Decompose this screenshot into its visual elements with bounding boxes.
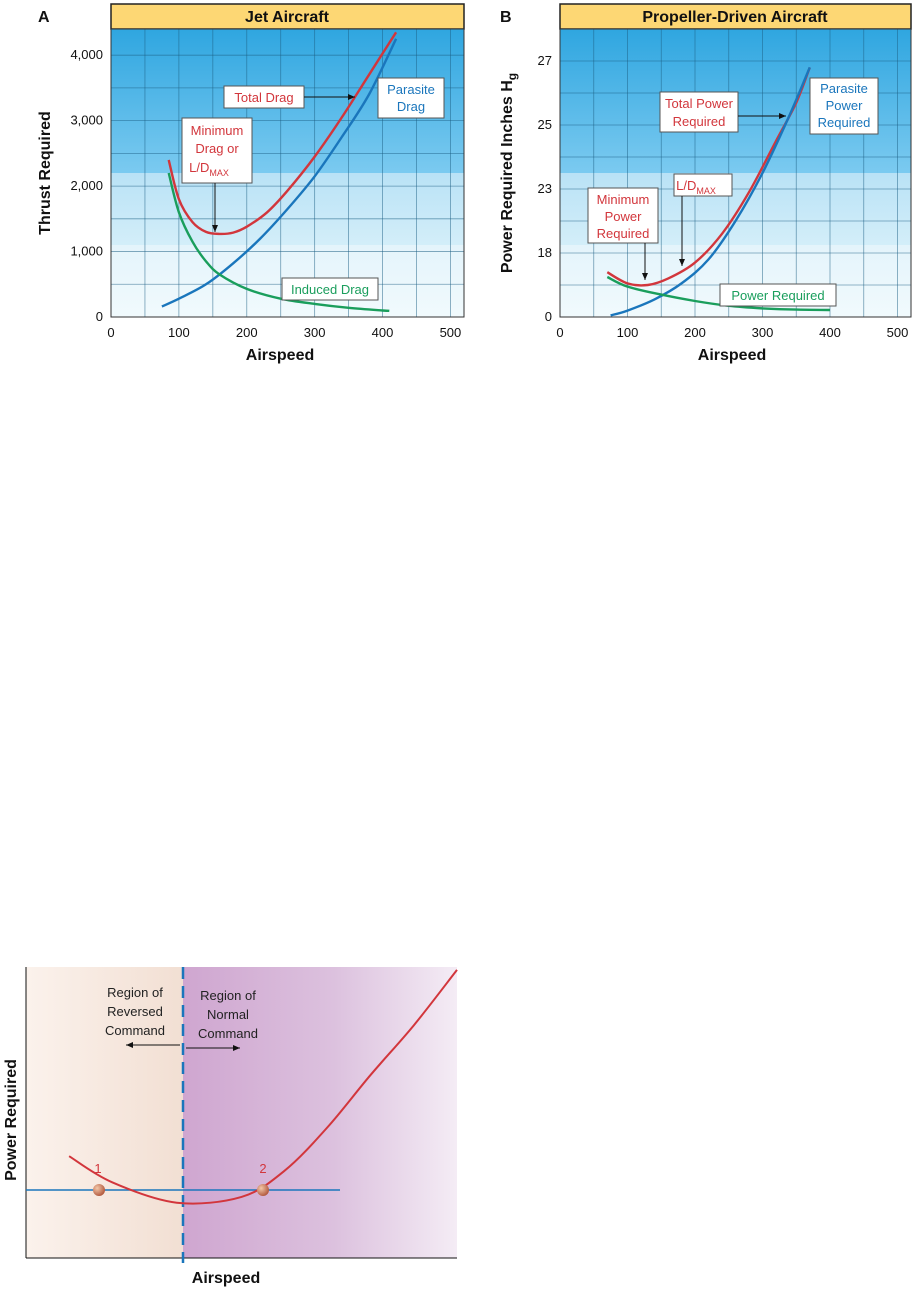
x-tick-label: 0 (556, 325, 563, 340)
y-tick-label: 1,000 (70, 244, 103, 259)
y-tick-label: 27 (538, 53, 552, 68)
svg-text:Power: Power (605, 209, 643, 224)
panel-b-series (606, 66, 831, 317)
panel-a-frame (110, 28, 465, 318)
y-tick-label: 25 (538, 117, 552, 132)
svg-text:Command: Command (198, 1026, 258, 1041)
x-tick-label: 200 (684, 325, 706, 340)
annotation-total-power-required: Total Power Required (659, 91, 786, 133)
y-tick-label: 0 (545, 309, 552, 324)
normal-command-region (183, 967, 457, 1258)
panel-c-x-axis-title: Airspeed (192, 1270, 260, 1287)
annotation-parasite-drag: Parasite Drag (377, 77, 445, 119)
y-tick-label: 0 (96, 309, 103, 324)
panel-a-y-axis-title: Thrust Required (37, 111, 54, 235)
power-required-curve (68, 969, 458, 1205)
svg-text:Parasite: Parasite (387, 82, 435, 97)
x-tick-label: 0 (107, 325, 114, 340)
x-tick-label: 100 (168, 325, 190, 340)
panel-b-frame (559, 28, 912, 318)
annotation-parasite-power-required: Parasite Power Required (809, 77, 879, 135)
point-2-marker (257, 1184, 269, 1196)
panel-b-letter: B (500, 9, 512, 26)
x-tick-label: 200 (236, 325, 258, 340)
point-1-marker (93, 1184, 105, 1196)
svg-text:Induced Drag: Induced Drag (291, 282, 369, 297)
reversed-command-region (26, 967, 183, 1258)
panel-b-title: Propeller-Driven Aircraft (642, 9, 828, 26)
annotation-minimum-power-required: Minimum Power Required (587, 187, 659, 280)
panel-a-letter: A (38, 9, 50, 26)
x-tick-label: 400 (819, 325, 841, 340)
panel-b-ticks: 0 100 200 300 400 500 0 18 23 25 27 (538, 53, 909, 340)
svg-text:Reversed: Reversed (107, 1004, 163, 1019)
point-1-label: 1 (94, 1161, 101, 1176)
normal-command-label: Region of Normal Command (186, 988, 258, 1051)
svg-text:Parasite: Parasite (820, 81, 868, 96)
svg-text:Region of: Region of (200, 988, 256, 1003)
svg-text:Region of: Region of (107, 985, 163, 1000)
y-tick-label: 18 (538, 245, 552, 260)
parasite-drag-line (161, 38, 398, 308)
y-tick-label: 23 (538, 181, 552, 196)
x-tick-label: 100 (617, 325, 639, 340)
induced-power-required-line (606, 275, 831, 312)
y-tick-label: 3,000 (70, 113, 103, 128)
annotation-minimum-drag: Minimum Drag or L/DMAX (181, 117, 253, 232)
annotation-ld-max: L/DMAX (673, 173, 733, 266)
svg-text:Command: Command (105, 1023, 165, 1038)
svg-text:Total Drag: Total Drag (234, 90, 293, 105)
x-tick-label: 500 (440, 325, 462, 340)
point-2-label: 2 (259, 1161, 266, 1176)
panel-b-title-box (559, 3, 912, 30)
panel-b-y-axis-title: Power Required Inches Hg (499, 73, 519, 273)
panel-a-series (161, 31, 398, 312)
panel-a-title: Jet Aircraft (245, 9, 330, 26)
svg-text:L/DMAX: L/DMAX (189, 160, 229, 178)
annotation-power-required: Power Required (719, 283, 837, 307)
y-tick-label: 4,000 (70, 47, 103, 62)
svg-text:Minimum: Minimum (597, 192, 650, 207)
svg-text:Power Required: Power Required (731, 288, 824, 303)
x-tick-label: 500 (887, 325, 909, 340)
panel-a-title-box (110, 3, 465, 30)
svg-text:Drag or: Drag or (195, 141, 239, 156)
svg-text:Required: Required (597, 226, 650, 241)
panel-b-plot-area (560, 29, 911, 317)
panel-a-plot-area (111, 29, 464, 317)
svg-text:Total Power: Total Power (665, 96, 734, 111)
y-tick-label: 2,000 (70, 178, 103, 193)
svg-text:Normal: Normal (207, 1007, 249, 1022)
panel-b-x-axis-title: Airspeed (698, 347, 766, 364)
svg-text:Minimum: Minimum (191, 123, 244, 138)
svg-text:L/DMAX: L/DMAX (676, 178, 716, 196)
panel-a-ticks: 0 100 200 300 400 500 0 1,000 2,000 3,000 4,000 (70, 47, 461, 340)
induced-drag-line (167, 172, 390, 312)
x-tick-label: 400 (372, 325, 394, 340)
panel-c-y-axis-title: Power Required (3, 1059, 20, 1181)
x-tick-label: 300 (304, 325, 326, 340)
panel-a-x-axis-title: Airspeed (246, 347, 314, 364)
panel-c-power-curve: Region of Reversed Command Region of Nor… (3, 967, 458, 1287)
svg-text:Power: Power (826, 98, 864, 113)
svg-text:Required: Required (673, 114, 726, 129)
annotation-induced-drag: Induced Drag (281, 277, 379, 301)
panel-c-series (68, 969, 458, 1205)
svg-text:Required: Required (818, 115, 871, 130)
annotation-total-drag: Total Drag (223, 85, 355, 109)
svg-text:Drag: Drag (397, 99, 425, 114)
panel-b-propeller-aircraft: B Propeller-Driven Aircraft 0 100 200 300 40… (499, 3, 912, 364)
x-tick-label: 300 (752, 325, 774, 340)
panel-a-jet-aircraft: A Jet Aircraft 0 100 200 300 400 500 0 1,000 2,0… (37, 3, 465, 364)
total-drag-line (167, 31, 398, 236)
parasite-power-required-line (610, 66, 811, 317)
reversed-command-label: Region of Reversed Command (105, 985, 180, 1048)
